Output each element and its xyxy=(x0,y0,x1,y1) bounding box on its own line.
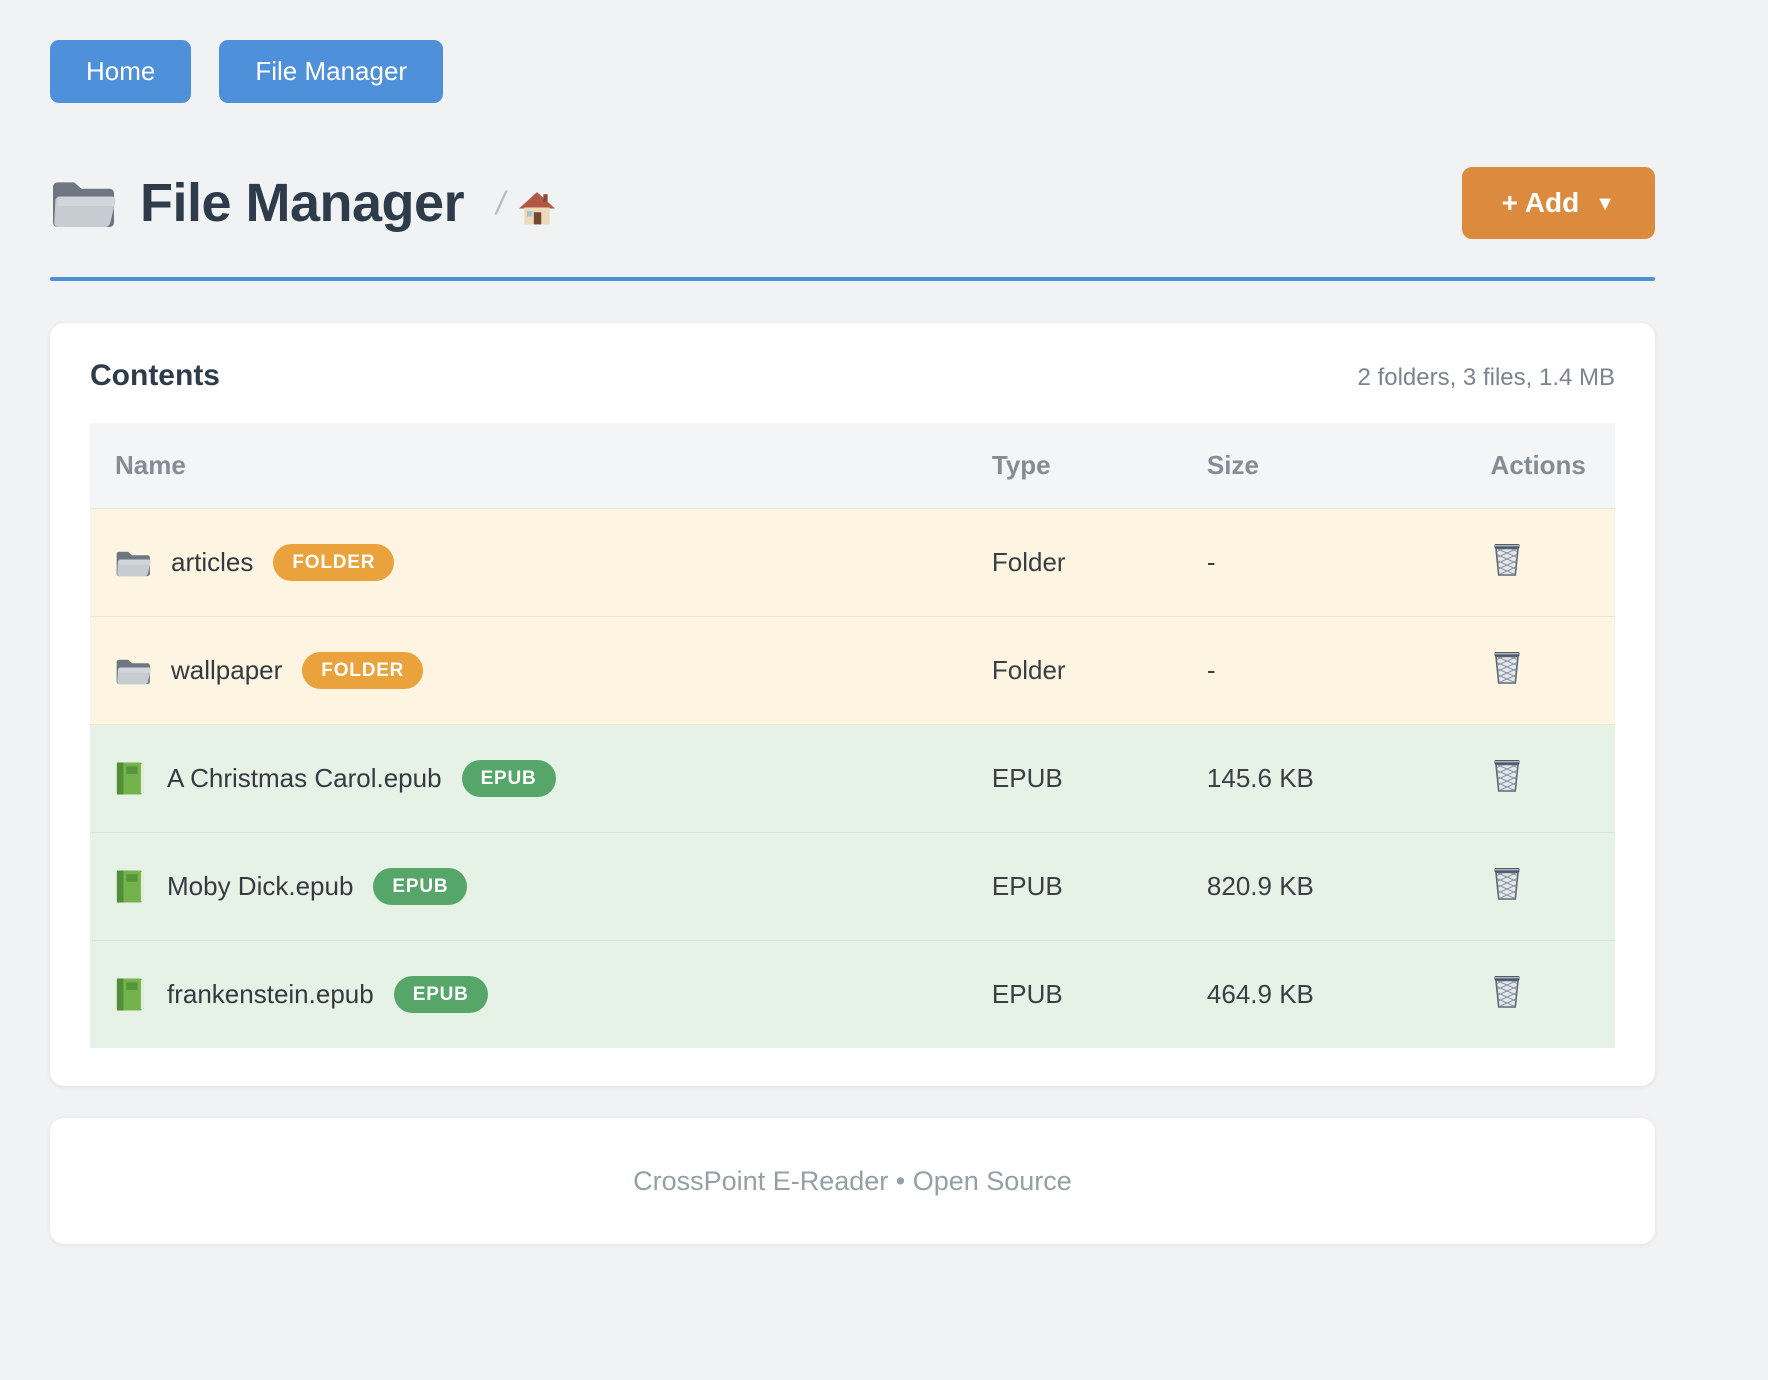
table-row: wallpaper FOLDER Folder - xyxy=(90,616,1615,725)
chevron-down-icon: ▼ xyxy=(1595,192,1615,215)
trash-icon xyxy=(1491,649,1523,685)
item-size: 464.9 KB xyxy=(1181,940,1466,1048)
item-size: - xyxy=(1181,508,1466,617)
title-group: File Manager / xyxy=(50,172,555,234)
folder-icon xyxy=(116,659,151,684)
item-type: Folder xyxy=(966,616,1182,725)
table-row: articles FOLDER Folder - xyxy=(90,508,1615,617)
breadcrumb-separator: / xyxy=(496,184,505,221)
contents-title: Contents xyxy=(90,359,220,392)
trash-icon xyxy=(1491,757,1523,793)
page-container: Home File Manager File Manager / + Add ▼… xyxy=(50,40,1655,1244)
delete-button[interactable] xyxy=(1491,541,1523,577)
trash-icon xyxy=(1491,865,1523,901)
contents-card-header: Contents 2 folders, 3 files, 1.4 MB xyxy=(90,359,1615,393)
column-header-actions: Actions xyxy=(1465,423,1615,509)
item-type: EPUB xyxy=(966,832,1182,941)
column-header-type: Type xyxy=(966,423,1182,509)
folder-badge: FOLDER xyxy=(302,652,424,689)
item-name[interactable]: wallpaper xyxy=(171,655,283,685)
nav-file-manager-button[interactable]: File Manager xyxy=(219,40,444,103)
table-row: Moby Dick.epub EPUB EPUB 820.9 KB xyxy=(90,832,1615,941)
header-divider xyxy=(50,277,1655,281)
table-row: frankenstein.epub EPUB EPUB 464.9 KB xyxy=(90,940,1615,1048)
column-header-size: Size xyxy=(1181,423,1466,509)
page-header: File Manager / + Add ▼ xyxy=(50,167,1655,239)
book-icon xyxy=(116,978,145,1011)
footer: CrossPoint E-Reader • Open Source xyxy=(50,1118,1655,1244)
item-size: 820.9 KB xyxy=(1181,832,1466,941)
epub-badge: EPUB xyxy=(373,868,468,905)
book-icon xyxy=(116,762,145,795)
trash-icon xyxy=(1491,541,1523,577)
footer-text: CrossPoint E-Reader • Open Source xyxy=(633,1165,1072,1196)
item-name[interactable]: A Christmas Carol.epub xyxy=(167,763,442,793)
table-row: A Christmas Carol.epub EPUB EPUB 145.6 K… xyxy=(90,724,1615,833)
folder-icon xyxy=(116,551,151,576)
epub-badge: EPUB xyxy=(393,976,488,1013)
contents-card: Contents 2 folders, 3 files, 1.4 MB Name… xyxy=(50,323,1655,1086)
top-nav: Home File Manager xyxy=(50,40,1655,103)
home-breadcrumb-icon[interactable] xyxy=(518,191,555,225)
folder-icon xyxy=(53,182,116,227)
add-button-label: + Add xyxy=(1501,187,1580,218)
trash-icon xyxy=(1491,973,1523,1009)
delete-button[interactable] xyxy=(1491,973,1523,1009)
item-type: EPUB xyxy=(966,724,1182,833)
file-table: Name Type Size Actions articles FOLDER F… xyxy=(90,423,1615,1048)
page-title: File Manager xyxy=(140,173,465,233)
epub-badge: EPUB xyxy=(461,760,556,797)
delete-button[interactable] xyxy=(1491,649,1523,685)
column-header-name: Name xyxy=(90,423,967,509)
delete-button[interactable] xyxy=(1491,757,1523,793)
folder-badge: FOLDER xyxy=(273,544,395,581)
contents-summary: 2 folders, 3 files, 1.4 MB xyxy=(1357,364,1615,391)
nav-home-button[interactable]: Home xyxy=(50,40,192,103)
add-button[interactable]: + Add ▼ xyxy=(1461,167,1655,239)
book-icon xyxy=(116,870,145,903)
delete-button[interactable] xyxy=(1491,865,1523,901)
item-size: - xyxy=(1181,616,1466,725)
item-name[interactable]: frankenstein.epub xyxy=(167,979,374,1009)
item-size: 145.6 KB xyxy=(1181,724,1466,833)
item-type: Folder xyxy=(966,508,1182,617)
item-type: EPUB xyxy=(966,940,1182,1048)
item-name[interactable]: articles xyxy=(171,547,254,577)
table-header-row: Name Type Size Actions xyxy=(90,423,1615,509)
item-name[interactable]: Moby Dick.epub xyxy=(167,871,354,901)
